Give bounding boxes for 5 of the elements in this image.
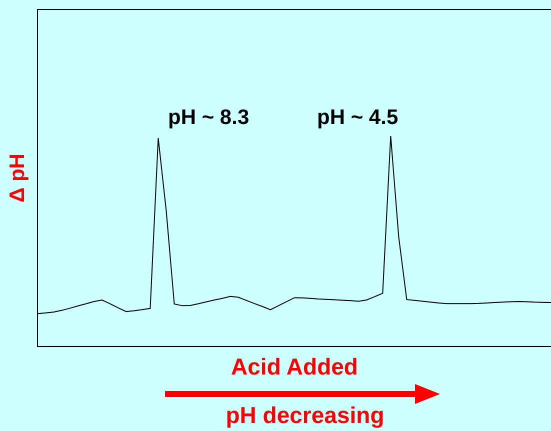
y-axis-title: Δ pH bbox=[6, 154, 30, 202]
text: pH ~ 8.3 bbox=[168, 106, 250, 129]
text: pH ~ 4.5 bbox=[317, 106, 398, 129]
x-axis-title: Acid Added bbox=[231, 354, 358, 380]
text: pH decreasing bbox=[224, 402, 386, 429]
